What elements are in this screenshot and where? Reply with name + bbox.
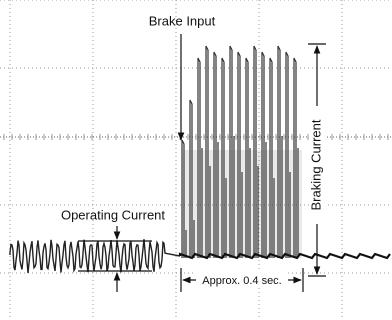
burst-fill xyxy=(182,150,302,258)
braking-current-label: Braking Current xyxy=(308,119,323,210)
waveform xyxy=(10,46,390,273)
operating-trace xyxy=(10,239,180,273)
duration-label: Approx. 0.4 sec. xyxy=(202,275,282,287)
operating-current-label: Operating Current xyxy=(61,207,165,222)
brake-input-label: Brake Input xyxy=(149,13,216,28)
oscilloscope-screen: Brake Input Braking Current Operating Cu… xyxy=(0,0,392,320)
